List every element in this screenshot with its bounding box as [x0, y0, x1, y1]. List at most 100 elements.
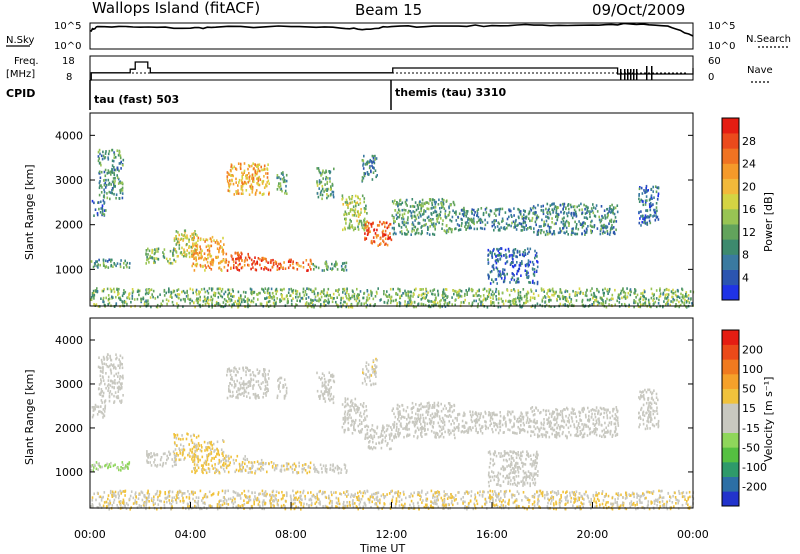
echo-cell: [609, 205, 611, 208]
echo-cell: [319, 292, 322, 296]
echo-cell: [148, 291, 150, 294]
echo-cell: [350, 225, 352, 229]
echo-cell: [191, 254, 194, 258]
echo-cell: [535, 251, 538, 255]
echo-cell: [238, 392, 240, 396]
echo-cell: [334, 265, 337, 268]
echo-cell: [262, 256, 264, 260]
echo-cell: [642, 295, 645, 298]
echo-cell: [409, 205, 412, 208]
echo-cell: [518, 210, 521, 214]
echo-cell: [362, 167, 365, 170]
echo-cell: [104, 156, 107, 159]
echo-cell: [251, 461, 254, 465]
echo-cell: [499, 272, 502, 276]
echo-cell: [426, 232, 429, 235]
echo-cell: [585, 204, 587, 208]
echo-cell: [518, 216, 520, 220]
echo-cell: [602, 226, 604, 230]
echo-cell: [262, 392, 265, 395]
echo-cell: [183, 458, 185, 461]
echo-cell: [301, 296, 304, 300]
echo-cell: [648, 203, 651, 206]
echo-cell: [257, 462, 260, 466]
echo-cell: [361, 428, 363, 431]
echo-cell: [208, 446, 211, 450]
echo-cell: [261, 168, 263, 172]
echo-cell: [644, 191, 646, 194]
echo-cell: [396, 215, 399, 219]
echo-cell: [224, 261, 227, 264]
echo-cell: [652, 303, 655, 306]
echo-cell: [163, 252, 165, 256]
nave-spikes: [620, 66, 653, 80]
echo-cell: [357, 225, 359, 229]
echo-cell: [136, 290, 139, 293]
echo-cell: [252, 373, 255, 377]
echo-cell: [219, 287, 221, 291]
echo-cell: [265, 257, 267, 261]
echo-cell: [107, 169, 110, 172]
echo-cell: [600, 302, 602, 305]
echo-cell: [163, 248, 166, 251]
echo-cell: [236, 379, 238, 383]
echo-cell: [191, 470, 193, 473]
echo-cell: [215, 468, 218, 471]
echo-cell: [265, 394, 267, 397]
echo-cell: [517, 289, 520, 292]
echo-cell: [219, 245, 222, 248]
echo-cell: [310, 268, 312, 271]
echo-cell: [614, 232, 616, 236]
colorbar-tick-label: 24: [742, 158, 756, 171]
echo-cell: [614, 216, 617, 219]
echo-cell: [442, 421, 444, 424]
echo-cell: [645, 209, 647, 212]
echo-cell: [340, 298, 342, 302]
echo-cell: [193, 455, 196, 459]
echo-cell: [154, 248, 156, 251]
echo-cell: [244, 455, 246, 458]
echo-cell: [382, 428, 384, 431]
echo-cell: [108, 394, 111, 398]
echo-cell: [215, 302, 218, 305]
echo-cell: [352, 419, 354, 423]
echo-cell: [113, 166, 115, 169]
echo-cell: [115, 372, 117, 376]
echo-cell: [436, 414, 438, 418]
echo-cell: [264, 373, 267, 376]
echo-cell: [458, 295, 461, 298]
echo-cell: [537, 230, 540, 234]
echo-cell: [497, 221, 500, 224]
echo-cell: [214, 469, 217, 473]
echo-cell: [245, 386, 248, 390]
echo-cell: [476, 289, 479, 293]
echo-cell: [202, 464, 204, 467]
echo-cell: [497, 301, 500, 305]
echo-cell: [171, 464, 174, 468]
echo-cell: [366, 229, 368, 232]
echo-cell: [535, 218, 538, 221]
echo-cell: [156, 305, 159, 309]
echo-cell: [320, 189, 323, 193]
echo-cell: [484, 223, 487, 227]
echo-cell: [413, 288, 416, 292]
echo-cell: [281, 189, 283, 193]
echo-cell: [353, 420, 356, 424]
echo-cell: [307, 296, 310, 299]
echo-cell: [100, 207, 102, 210]
echo-cell: [546, 211, 549, 214]
echo-cell: [332, 190, 335, 194]
echo-cell: [347, 410, 350, 413]
echo-cell: [248, 369, 250, 372]
nsky-panel: 10^5 10^0 10^5 10^0 N.Sky N.Search: [6, 21, 791, 52]
echo-cell: [368, 160, 371, 163]
echo-cell: [665, 301, 668, 305]
echo-cell: [639, 217, 641, 220]
echo-cell: [370, 446, 372, 449]
echo-cell: [126, 261, 129, 265]
echo-cell: [606, 232, 609, 236]
echo-cell: [420, 209, 422, 213]
echo-cell: [102, 416, 104, 419]
echo-cell: [543, 223, 545, 226]
echo-cell: [119, 366, 121, 370]
